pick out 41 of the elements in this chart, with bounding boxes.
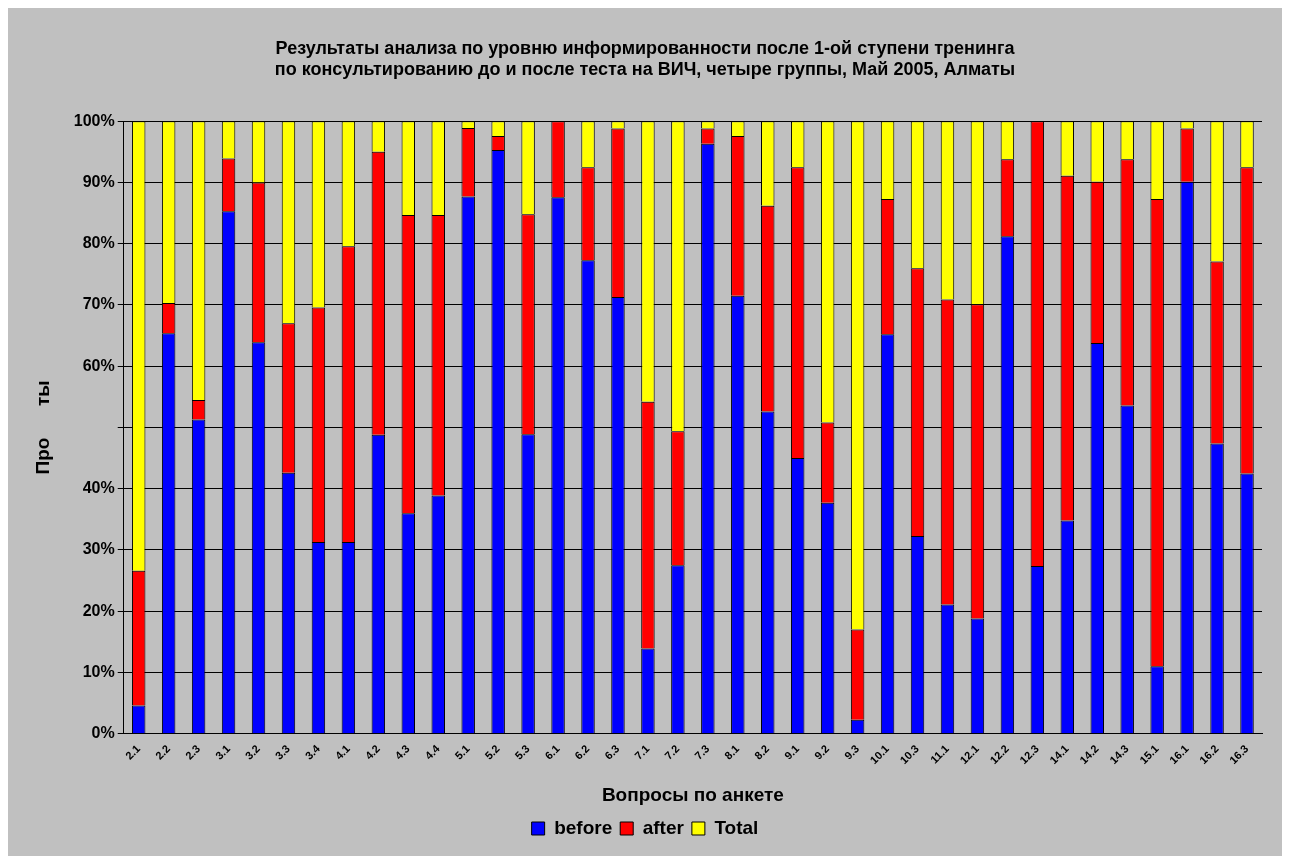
y-tick-label: 20% [82,601,115,619]
x-tick-label: 5.2 [482,742,502,762]
x-tick-label: 7.3 [692,742,712,762]
x-tick-label: 2.1 [122,742,143,762]
x-tick-label: 4.2 [362,742,382,762]
x-tick-label: 4.3 [392,742,412,762]
x-tick-label: 3.1 [212,742,233,762]
x-tick-label: 9.1 [781,742,802,762]
y-tick-label: 90% [82,172,115,190]
x-tick-label: 5.3 [512,742,532,762]
x-tick-label: 2.3 [182,742,203,762]
x-tick-label: 5.1 [452,742,472,762]
x-tick-label: 7.2 [662,742,682,762]
x-tick-label: 3.4 [302,741,323,762]
x-tick-label: 4.4 [422,741,443,762]
x-tick-label: 9.3 [841,742,862,762]
y-tick-label: 30% [82,540,115,558]
y-tick-label: 100% [73,111,115,129]
x-tick-label: 2.2 [152,742,173,762]
y-tick-label: 80% [82,234,115,252]
x-tick-label: 6.2 [572,742,592,762]
x-tick-label: 8.1 [722,742,742,762]
y-tick-label: 10% [82,662,115,680]
x-tick-label: 4.1 [332,742,352,762]
x-tick-label: 7.1 [632,742,652,762]
x-tick-label: 9.2 [811,742,832,762]
x-axis-title: Вопросы по анкете [601,783,784,805]
legend-label: Total [714,816,759,838]
y-axis-title: Про ты [31,380,53,475]
legend-label: before [554,816,613,838]
y-tick-label: 40% [82,479,115,497]
chart-title: Результаты анализа по уровню информированности после 1-ой ступени тренинга по консультированию до и после теста на ВИЧ, четыре группы, Май 2005, Алматы [274,37,1016,80]
y-tick-label: 60% [82,356,115,374]
legend-label: after [642,816,685,838]
x-tick-label: 3.2 [242,742,263,762]
x-tick-label: 8.2 [752,742,772,762]
x-tick-label: 6.3 [602,742,622,762]
y-tick-label: 70% [82,295,115,313]
x-tick-label: 6.1 [542,742,562,762]
x-tick-label: 3.3 [272,742,293,762]
y-tick-label: 0% [91,724,115,742]
